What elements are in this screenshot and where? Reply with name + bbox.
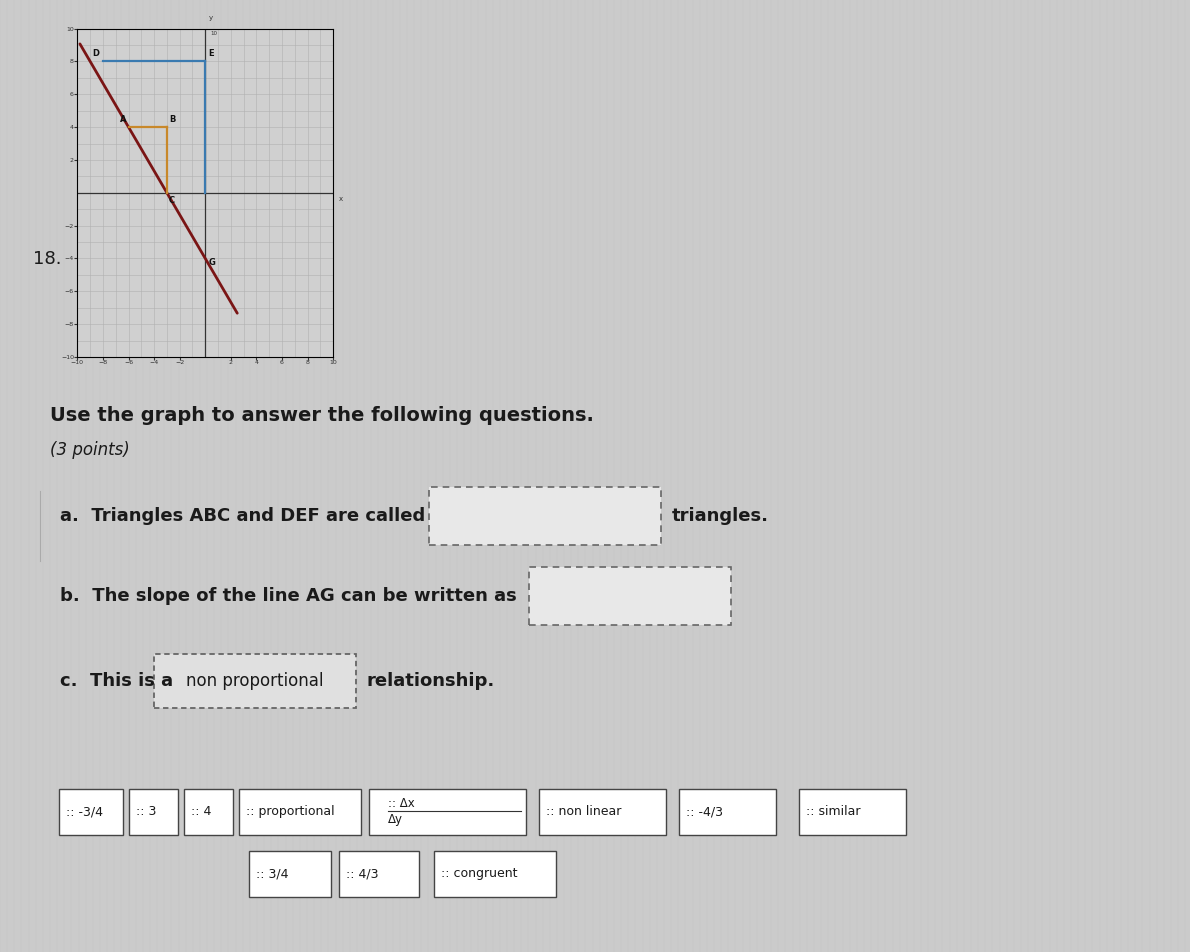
FancyBboxPatch shape xyxy=(249,851,331,897)
Text: A: A xyxy=(119,115,126,124)
Text: triangles.: triangles. xyxy=(672,507,769,526)
Text: 18.: 18. xyxy=(33,250,62,268)
Text: Use the graph to answer the following questions.: Use the graph to answer the following qu… xyxy=(50,406,594,425)
Text: y: y xyxy=(208,15,213,21)
FancyBboxPatch shape xyxy=(129,788,178,835)
Text: B: B xyxy=(169,115,176,124)
FancyBboxPatch shape xyxy=(679,788,776,835)
FancyBboxPatch shape xyxy=(184,788,233,835)
Text: :: 4/3: :: 4/3 xyxy=(346,867,378,881)
FancyBboxPatch shape xyxy=(434,851,556,897)
Text: C: C xyxy=(168,195,174,205)
Text: :: Δx: :: Δx xyxy=(388,797,415,810)
Text: D: D xyxy=(93,50,100,58)
Text: c.  This is a: c. This is a xyxy=(60,672,173,690)
FancyBboxPatch shape xyxy=(60,788,123,835)
Text: :: -4/3: :: -4/3 xyxy=(685,805,724,818)
Text: E: E xyxy=(208,50,213,58)
Text: :: non linear: :: non linear xyxy=(546,805,621,818)
Text: :: 3/4: :: 3/4 xyxy=(256,867,288,881)
Text: x: x xyxy=(339,196,343,202)
Text: G: G xyxy=(209,258,217,268)
FancyBboxPatch shape xyxy=(539,788,666,835)
FancyBboxPatch shape xyxy=(530,567,731,625)
Text: relationship.: relationship. xyxy=(367,672,495,690)
FancyBboxPatch shape xyxy=(239,788,361,835)
Text: non proportional: non proportional xyxy=(187,672,324,690)
Text: (3 points): (3 points) xyxy=(50,441,130,459)
Text: :: congruent: :: congruent xyxy=(441,867,518,881)
Text: :: 4: :: 4 xyxy=(192,805,212,818)
Text: :: proportional: :: proportional xyxy=(246,805,334,818)
FancyBboxPatch shape xyxy=(369,788,526,835)
Text: Δy: Δy xyxy=(388,813,403,826)
FancyBboxPatch shape xyxy=(430,487,660,545)
FancyBboxPatch shape xyxy=(798,788,906,835)
Text: a.  Triangles ABC and DEF are called: a. Triangles ABC and DEF are called xyxy=(60,507,425,526)
Text: 10: 10 xyxy=(211,31,218,36)
FancyBboxPatch shape xyxy=(339,851,419,897)
Text: :: -3/4: :: -3/4 xyxy=(65,805,104,818)
Text: b.  The slope of the line AG can be written as: b. The slope of the line AG can be writt… xyxy=(60,587,516,605)
FancyBboxPatch shape xyxy=(154,654,356,708)
Text: :: 3: :: 3 xyxy=(136,805,156,818)
Text: :: similar: :: similar xyxy=(806,805,860,818)
